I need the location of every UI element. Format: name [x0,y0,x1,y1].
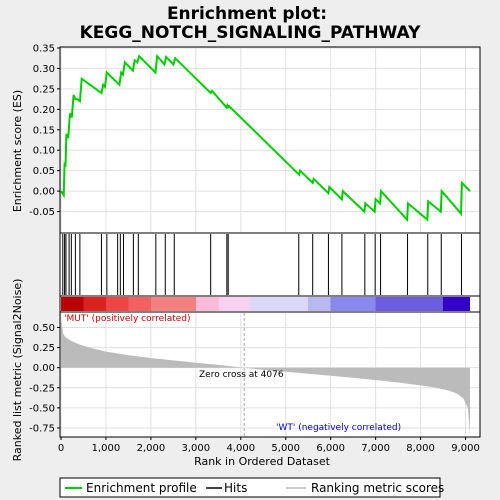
es-tick-label: 0.10 [33,146,55,157]
x-tick-label: 5,000 [271,443,300,454]
hit-markers [62,234,462,295]
es-tick-label: 0.00 [33,187,55,198]
metric-tick-label: -0.50 [29,403,55,414]
metric-panel: -0.75 -0.50 -0.25 0.00 0.25 0.50 'MUT' (posit… [11,279,481,462]
x-tick-label: 0 [58,443,64,454]
legend-metric-label: Ranking metric scores [311,481,444,495]
es-tick-label: 0.15 [33,125,55,136]
legend-hits-label: Hits [224,481,247,495]
x-tick-label: 1,000 [92,443,121,454]
metric-tick-label: 0.00 [33,363,55,374]
es-panel: -0.05 0.00 0.05 0.10 0.15 0.20 0.25 0.30 0.35 En… [11,44,481,234]
negative-correlation-label: 'WT' (negatively correlated) [276,423,401,433]
metric-y-ticks: -0.75 -0.50 -0.25 0.00 0.25 0.50 [29,323,60,434]
es-tick-label: 0.20 [33,105,55,116]
chart-title-line1: Enrichment plot: [167,4,327,24]
metric-y-axis-label: Ranked list metric (Signal2Noise) [11,279,24,462]
x-tick-label: 2,000 [137,443,166,454]
es-gridlines [60,47,479,232]
x-axis-label: Rank in Ordered Dataset [194,455,331,468]
metric-tick-label: 0.50 [33,323,55,334]
enrichment-profile-line [60,53,471,223]
x-axis-ticks: 0 1,000 2,000 3,000 4,000 5,000 6,000 7,000 8,00… [58,437,480,454]
x-tick-label: 7,000 [361,443,390,454]
x-tick-label: 9,000 [451,443,480,454]
legend-box [59,477,441,498]
es-tick-label: 0.05 [33,166,55,177]
legend-profile-label: Enrichment profile [86,481,197,495]
ranking-metric-area [61,317,470,436]
x-tick-label: 4,000 [226,443,255,454]
es-y-axis-label: Enrichment score (ES) [11,90,24,212]
x-tick-label: 3,000 [182,443,211,454]
hits-plot-area [59,232,481,297]
es-tick-label: -0.05 [29,207,55,218]
es-plot-area [59,46,481,234]
metric-tick-label: -0.75 [29,423,55,434]
metric-tick-label: -0.25 [29,383,55,394]
x-tick-label: 8,000 [406,443,435,454]
ranking-colorbar [59,295,481,313]
chart-title-line2: KEGG_NOTCH_SIGNALING_PATHWAY [80,23,421,43]
es-tick-label: 0.30 [33,64,55,75]
positive-correlation-label: 'MUT' (positively correlated) [64,314,191,324]
x-tick-label: 6,000 [316,443,345,454]
colorbar-gradient [61,297,470,311]
hits-panel [59,232,481,297]
zero-cross-label: Zero cross at 4076 [199,370,284,380]
es-tick-label: 0.35 [33,44,55,55]
es-tick-label: 0.25 [33,84,55,95]
metric-tick-label: 0.25 [33,343,55,354]
es-y-ticks: -0.05 0.00 0.05 0.10 0.15 0.20 0.25 0.30 0.35 [29,44,60,218]
legend: Enrichment profile Hits Ranking metric s… [59,477,444,498]
